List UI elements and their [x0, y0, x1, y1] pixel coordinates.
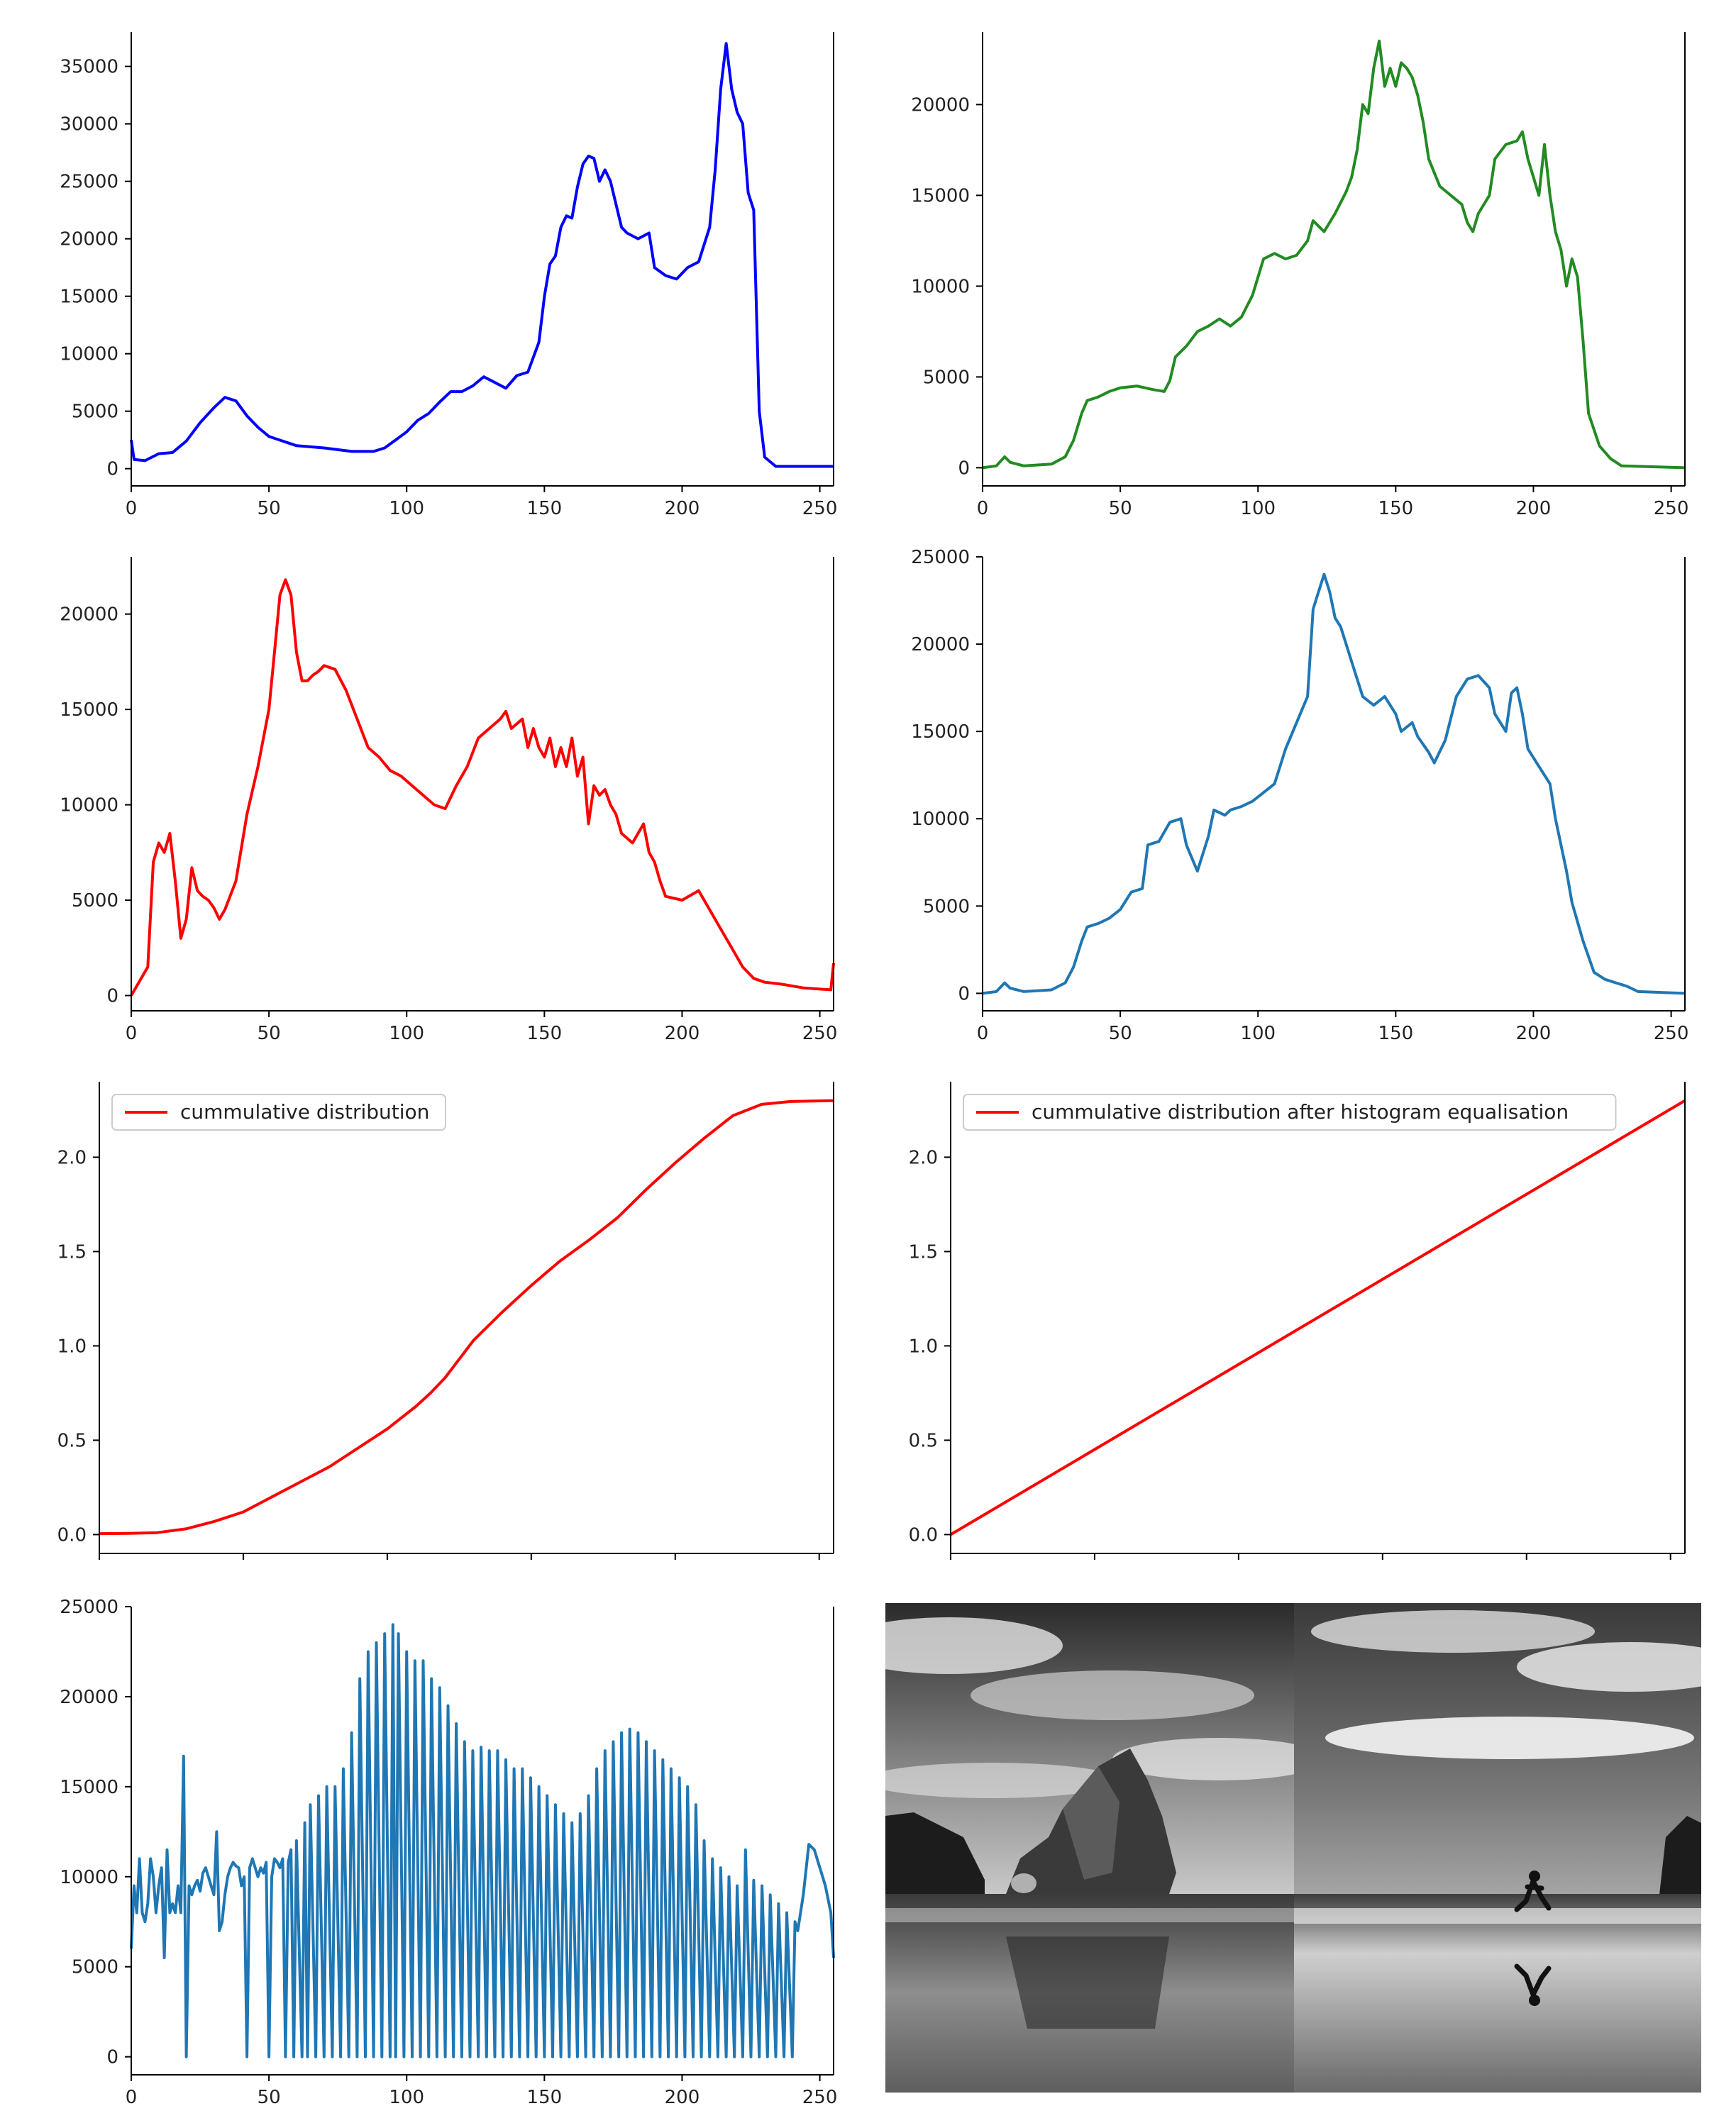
y-tick-label: 30000 [60, 114, 118, 135]
x-tick-label: 50 [258, 1023, 281, 1044]
series-line [130, 578, 835, 997]
y-tick-label: 0.5 [57, 1430, 87, 1451]
y-tick-label: 15000 [911, 721, 970, 743]
y-tick-label: 20000 [911, 634, 970, 655]
y-tick-label: 15000 [911, 185, 970, 206]
x-tick-label: 150 [527, 2087, 563, 2108]
x-tick-label: 200 [665, 1023, 700, 1044]
x-tick-label: 0 [977, 1023, 989, 1044]
y-tick-label: 1.0 [909, 1336, 938, 1357]
x-tick-label: 100 [389, 498, 424, 519]
x-tick-label: 250 [802, 498, 838, 519]
x-tick-label: 200 [665, 498, 700, 519]
x-tick-label: 200 [1516, 498, 1552, 519]
legend-label: cummulative distribution after histogram… [1032, 1100, 1569, 1124]
y-tick-label: 10000 [60, 1867, 118, 1888]
x-tick-label: 0 [126, 498, 138, 519]
x-tick-label: 200 [665, 2087, 700, 2108]
photo-right [1294, 1603, 1701, 2093]
x-tick-label: 100 [1240, 498, 1276, 519]
y-tick-label: 20000 [60, 604, 118, 626]
y-tick-label: 0 [106, 459, 118, 480]
x-tick-label: 200 [1516, 1023, 1552, 1044]
y-tick-label: 1.5 [909, 1241, 938, 1263]
x-tick-label: 50 [1109, 1023, 1132, 1044]
y-tick-label: 20000 [60, 229, 118, 250]
series-line [949, 1099, 1686, 1536]
y-tick-label: 0 [958, 983, 970, 1004]
y-tick-label: 1.5 [57, 1241, 87, 1263]
x-tick-label: 50 [1109, 498, 1132, 519]
legend-box [111, 1094, 446, 1131]
legend-box [963, 1094, 1617, 1131]
x-tick-label: 100 [389, 2087, 424, 2108]
chart-5: 0.0 0.5 1.0 1.5 2.0 cummulative distribution [57, 1082, 834, 1560]
y-tick-label: 15000 [60, 1777, 118, 1798]
x-tick-label: 50 [258, 2087, 281, 2108]
x-tick-label: 50 [258, 498, 281, 519]
x-tick-label: 0 [126, 1023, 138, 1044]
chart-4: 0 50 100 150 200 250 0 5000 10000 15000 20000 25000 [911, 547, 1688, 1044]
x-tick-label: 250 [802, 1023, 838, 1044]
chart-1: 0 50 100 150 200 250 0 5000 10000 15000 20000 25000… [60, 32, 837, 519]
grayscale-photos-panel [885, 1603, 1701, 2093]
y-tick-label: 35000 [60, 57, 118, 78]
chart-6: 0.0 0.5 1.0 1.5 2.0 cummulative distribution … [909, 1082, 1686, 1560]
x-tick-label: 0 [977, 498, 989, 519]
y-tick-label: 20000 [911, 94, 970, 116]
y-tick-label: 15000 [60, 287, 118, 308]
x-tick-label: 150 [1378, 1023, 1414, 1044]
chart-7: 0 50 100 150 200 250 0 5000 10000 15000 20000 25000 [60, 1597, 837, 2108]
y-tick-label: 25000 [60, 172, 118, 193]
y-tick-label: 0.5 [909, 1430, 938, 1451]
y-tick-label: 10000 [60, 344, 118, 365]
x-tick-label: 250 [802, 2087, 838, 2108]
x-tick-label: 100 [389, 1023, 424, 1044]
y-tick-label: 10000 [911, 276, 970, 297]
series-line [130, 42, 834, 468]
y-tick-label: 0.0 [909, 1524, 938, 1546]
y-tick-label: 25000 [60, 1597, 118, 1618]
y-tick-label: 15000 [60, 699, 118, 721]
x-tick-label: 250 [1654, 498, 1689, 519]
y-tick-label: 5000 [923, 367, 970, 388]
y-tick-label: 0 [106, 985, 118, 1007]
y-tick-label: 0 [106, 2047, 118, 2068]
series-line [982, 39, 1686, 470]
chart-3: 0 50 100 150 200 250 0 5000 10000 15000 20000 [60, 557, 837, 1044]
y-tick-label: 5000 [72, 890, 118, 911]
y-tick-label: 1.0 [57, 1336, 87, 1357]
y-tick-label: 2.0 [909, 1147, 938, 1168]
y-tick-label: 2.0 [57, 1147, 87, 1168]
x-tick-label: 150 [527, 1023, 563, 1044]
chart-2: 0 50 100 150 200 250 0 5000 10000 15000 20000 [911, 32, 1688, 519]
x-tick-label: 0 [126, 2087, 138, 2108]
series-line [99, 1099, 834, 1536]
y-tick-label: 5000 [923, 896, 970, 917]
y-tick-label: 20000 [60, 1687, 118, 1708]
legend: cummulative distribution [111, 1094, 446, 1131]
series-line [130, 1623, 835, 2058]
y-tick-label: 10000 [60, 795, 118, 816]
y-tick-label: 5000 [72, 401, 118, 423]
y-tick-label: 5000 [72, 1957, 118, 1978]
series-line [982, 572, 1686, 995]
legend-label: cummulative distribution [180, 1100, 429, 1124]
y-tick-label: 10000 [911, 809, 970, 830]
x-tick-label: 150 [1378, 498, 1414, 519]
y-tick-label: 25000 [911, 547, 970, 568]
y-tick-label: 0 [958, 458, 970, 479]
photo-left [885, 1603, 1325, 2093]
x-tick-label: 250 [1654, 1023, 1689, 1044]
x-tick-label: 100 [1240, 1023, 1276, 1044]
x-tick-label: 150 [527, 498, 563, 519]
legend: cummulative distribution after histogram… [963, 1094, 1617, 1131]
y-tick-label: 0.0 [57, 1524, 87, 1546]
